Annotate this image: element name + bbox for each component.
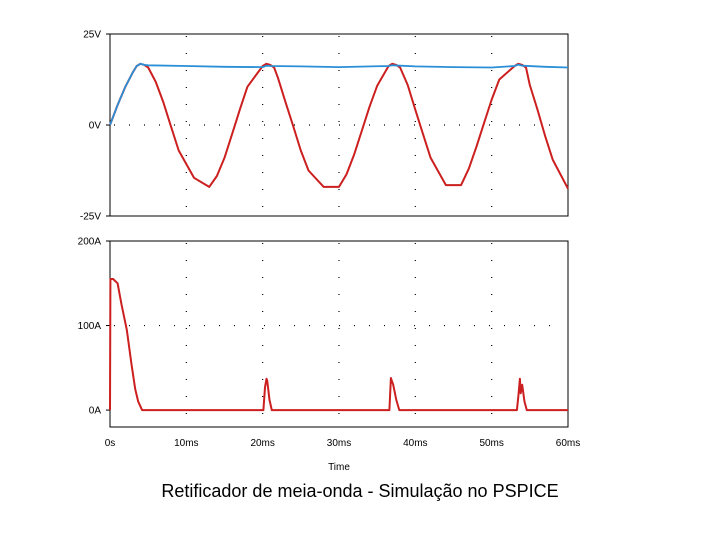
current-panel: 200A 100A 0A 0s 10ms 20ms 30ms 40ms 50ms 60ms Ti… [78, 237, 581, 474]
series-line-1 [109, 278, 568, 412]
voltage-grid [114, 36, 564, 214]
x-tick-label: 50ms [479, 438, 503, 449]
y-tick-label: 0V [89, 121, 102, 132]
y-tick-label: 0A [89, 406, 102, 417]
voltage-panel: 25V 0V -25V [80, 30, 569, 223]
current-y-ticks: 200A 100A 0A [78, 237, 110, 417]
x-tick-label: 60ms [556, 438, 580, 449]
x-tick-label: 0s [105, 438, 116, 449]
x-tick-label: 20ms [250, 438, 274, 449]
y-tick-label: 100A [78, 321, 102, 332]
current-grid [114, 243, 564, 425]
x-axis-label: Time [328, 462, 350, 473]
y-tick-label: 200A [78, 237, 102, 248]
x-tick-label: 40ms [403, 438, 427, 449]
current-panel-frame [109, 240, 569, 428]
series-line-1 [109, 62, 569, 190]
y-tick-label: 25V [83, 30, 101, 41]
series-line-2 [109, 62, 569, 126]
x-tick-label: 10ms [174, 438, 198, 449]
current-series [109, 278, 568, 412]
x-tick-label: 30ms [327, 438, 351, 449]
voltage-series [109, 62, 569, 190]
time-x-ticks: 0s 10ms 20ms 30ms 40ms 50ms 60ms [105, 438, 581, 449]
slide-caption: Retificador de meia-onda - Simulação no … [161, 481, 559, 501]
voltage-y-ticks: 25V 0V -25V [80, 30, 110, 223]
y-tick-label: -25V [80, 212, 101, 223]
